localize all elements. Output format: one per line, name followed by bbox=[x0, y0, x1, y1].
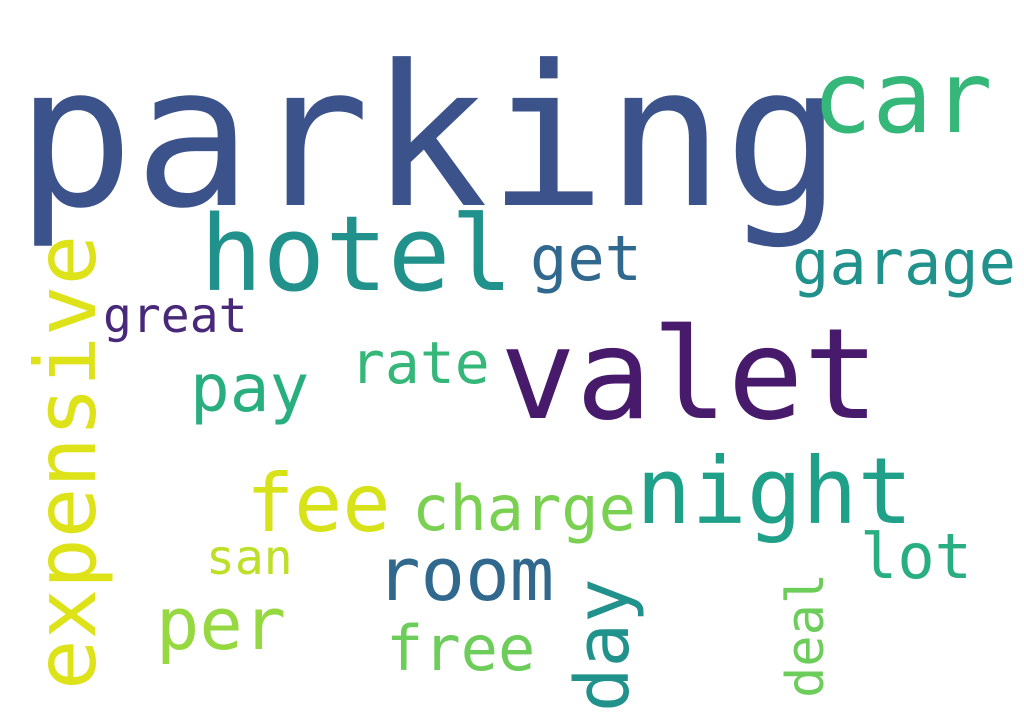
word-fee: fee bbox=[246, 457, 391, 550]
word-great: great bbox=[103, 288, 248, 344]
word-valet: valet bbox=[500, 301, 880, 448]
word-day: day bbox=[560, 578, 646, 712]
word-lot: lot bbox=[860, 520, 972, 593]
word-parking: parking bbox=[16, 24, 843, 252]
word-per: per bbox=[156, 582, 287, 666]
word-garage: garage bbox=[792, 226, 1016, 299]
word-hotel: hotel bbox=[200, 193, 514, 315]
word-free: free bbox=[386, 612, 536, 685]
word-get: get bbox=[530, 222, 642, 295]
word-room: room bbox=[376, 532, 555, 618]
word-night: night bbox=[636, 438, 913, 545]
word-san: san bbox=[206, 530, 293, 586]
word-deal: deal bbox=[776, 572, 836, 698]
word-expensive: expensive bbox=[17, 234, 115, 690]
word-pay: pay bbox=[190, 350, 310, 427]
word-car: car bbox=[812, 39, 993, 156]
word-charge: charge bbox=[412, 472, 636, 545]
word-rate: rate bbox=[350, 329, 490, 397]
